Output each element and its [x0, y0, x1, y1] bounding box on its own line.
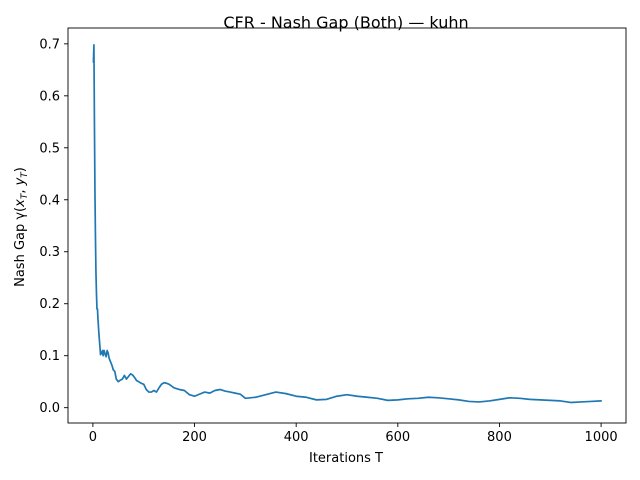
plot-area-frame	[67, 27, 627, 424]
y-tick-label: 0.6	[39, 89, 60, 104]
y-tick-label: 0.2	[39, 297, 60, 312]
y-tick-label: 0.4	[39, 193, 60, 208]
y-tick-label: 0.0	[39, 401, 60, 416]
y-tick-label: 0.3	[39, 245, 60, 260]
y-axis-ticks: 0.0 0.1 0.2 0.3 0.4 0.5 0.6 0.7	[39, 37, 68, 416]
y-axis-label: Nash Gap γ(xT, yT)	[13, 167, 30, 287]
x-tick-label: 200	[182, 430, 207, 445]
x-axis-label: Iterations T	[309, 451, 383, 466]
y-tick-label: 0.1	[39, 349, 60, 364]
y-tick-label: 0.7	[39, 37, 60, 52]
x-tick-label: 0	[89, 430, 97, 445]
x-tick-label: 1000	[585, 430, 618, 445]
series-line-nash-gap	[92, 44, 602, 404]
y-tick-label: 0.5	[39, 141, 60, 156]
x-tick-label: 400	[284, 430, 309, 445]
x-tick-label: 600	[385, 430, 410, 445]
chart-title: CFR - Nash Gap (Both) — kuhn	[223, 13, 468, 32]
x-tick-label: 800	[487, 430, 512, 445]
x-axis-ticks: 0 200 400 600 800 1000	[89, 423, 618, 445]
